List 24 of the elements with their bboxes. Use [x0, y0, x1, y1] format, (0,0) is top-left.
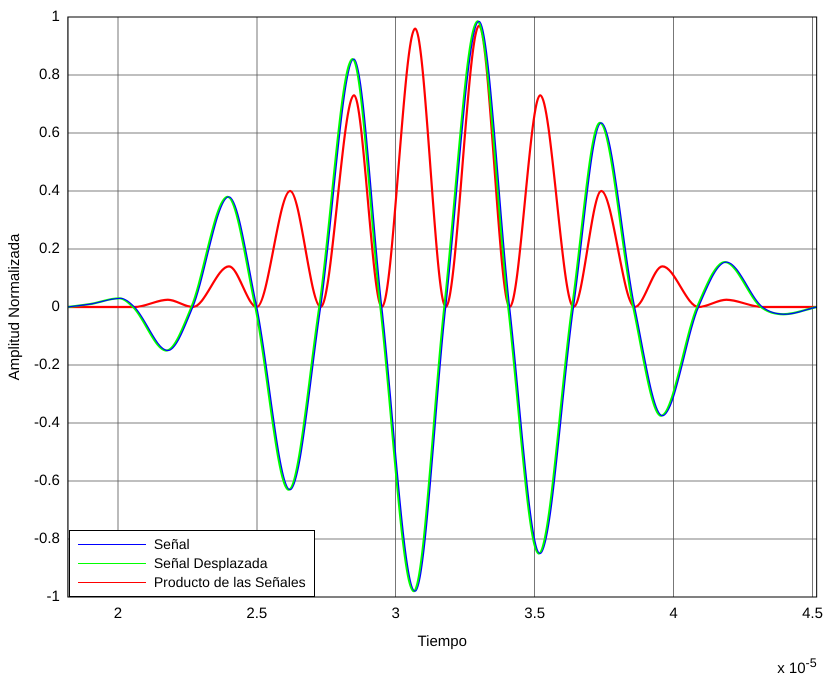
y-axis-title: Amplitud Normalizada — [6, 232, 24, 380]
text: x 10$^{-5}$ — [777, 656, 817, 677]
y-tick-label: 0.8 — [38, 66, 60, 84]
y-tick-label: -0.2 — [34, 356, 60, 374]
y-tick-label: -1 — [46, 588, 60, 606]
y-tick-label: -0.4 — [34, 414, 60, 432]
x-tick-label: 4 — [669, 605, 678, 622]
y-tick-label: 0.6 — [38, 124, 60, 142]
legend-label: Producto de las Señales — [154, 573, 306, 592]
x-tick-label: 3.5 — [524, 605, 546, 622]
y-tick-label: -0.8 — [34, 530, 60, 548]
x-tick-label: 2.5 — [246, 605, 268, 622]
y-tick-label: 0.2 — [38, 240, 60, 258]
x-axis-title: Tiempo — [418, 633, 467, 650]
x-tick-label: 3 — [392, 605, 400, 622]
line-series — [68, 24, 817, 308]
legend-label: Señal Desplazada — [154, 554, 268, 573]
y-tick-label: 1 — [52, 8, 60, 26]
y-tick-label: 0 — [52, 298, 60, 316]
x-tick-label: 4.5 — [802, 605, 823, 622]
x-tick-label: 2 — [114, 605, 122, 622]
y-tick-label: -0.6 — [34, 472, 60, 490]
y-tick-label: 0.4 — [38, 182, 60, 200]
legend-label: Señal — [154, 535, 190, 554]
